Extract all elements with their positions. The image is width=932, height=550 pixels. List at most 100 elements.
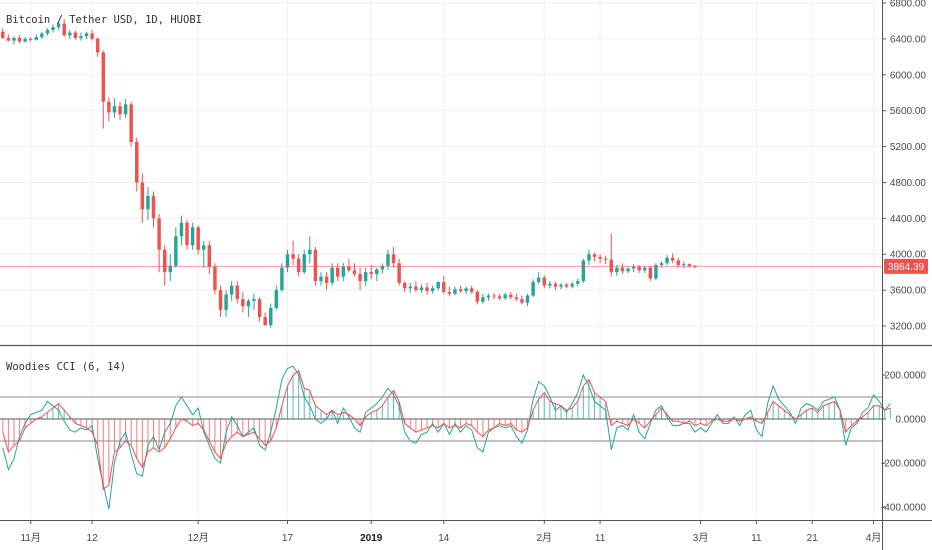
candle [123, 99, 128, 118]
candle-body [341, 266, 346, 277]
candle-body [202, 245, 206, 250]
candle [592, 252, 597, 262]
candle [118, 101, 122, 120]
candle [670, 253, 675, 264]
candle [162, 245, 167, 286]
candle [257, 297, 262, 322]
candle [559, 282, 563, 290]
candle [324, 272, 329, 291]
candle-body [68, 32, 72, 36]
candle [140, 173, 145, 223]
candle-body [447, 291, 452, 294]
candle [174, 227, 178, 268]
candle [414, 281, 418, 292]
candle-body [615, 267, 619, 273]
candle [464, 286, 468, 294]
candle [553, 282, 558, 291]
last-price-badge: 3864.39 [884, 258, 928, 274]
price-tick-label: 5600.00 [890, 106, 927, 117]
candle [218, 285, 223, 318]
candle-body [375, 269, 379, 274]
time-tick-label: 17 [282, 533, 294, 544]
candle [101, 50, 106, 129]
candle-body [514, 297, 519, 300]
candle-body [631, 266, 636, 269]
cci-panel-title[interactable]: Woodies CCI (6, 14) [6, 361, 126, 373]
candle-body [525, 295, 530, 303]
candle-body [548, 283, 552, 286]
candle-body [296, 258, 301, 273]
candle-body [531, 282, 535, 296]
candle-body [469, 288, 474, 292]
candle-body [118, 106, 122, 115]
candle [486, 293, 491, 301]
candle-body [241, 299, 245, 307]
price-chart-title[interactable]: Bitcoin / Tether USD, 1D, HUOBI [6, 14, 202, 26]
cci-tick-label: 0.0000 [895, 415, 926, 426]
time-tick-label: 14 [438, 533, 450, 544]
candle [497, 293, 502, 300]
candle [129, 101, 133, 147]
candle-body [670, 257, 675, 261]
candle [319, 272, 323, 286]
candle [95, 37, 100, 57]
candle-body [643, 267, 647, 271]
candle [185, 220, 189, 250]
candle-body [84, 33, 89, 37]
candle-body [146, 195, 150, 210]
candle [263, 312, 267, 326]
candle [56, 20, 61, 30]
candle-body [481, 297, 485, 302]
candle [626, 266, 630, 274]
candle-body [564, 284, 569, 287]
candle-body [207, 245, 212, 267]
candle-body [436, 282, 440, 289]
candle [531, 279, 535, 298]
candle-body [302, 254, 306, 273]
candle-body [581, 260, 586, 282]
candle [45, 28, 50, 36]
candle-body [213, 266, 217, 291]
candle [62, 19, 66, 38]
price-candles [1, 19, 697, 328]
candle [168, 254, 172, 282]
candle-body [257, 299, 262, 318]
candle-body [620, 267, 625, 272]
candle-body [414, 286, 418, 291]
candle [224, 290, 228, 318]
candle [347, 258, 351, 273]
candle-body [592, 254, 597, 257]
candle-body [235, 285, 239, 300]
candle-body [637, 266, 641, 271]
candle [352, 263, 357, 277]
candle [564, 282, 569, 289]
candle-body [324, 276, 329, 283]
candle-body [185, 222, 189, 246]
candle-body [90, 33, 94, 39]
candle [687, 263, 692, 268]
time-tick-label: 11 [595, 533, 606, 544]
candle [430, 285, 435, 294]
candle [308, 236, 312, 264]
price-tick-label: 6400.00 [890, 34, 927, 45]
candle-body [17, 37, 22, 42]
price-tick-label: 4800.00 [890, 178, 927, 189]
candle-body [497, 296, 502, 299]
candle-body [442, 282, 446, 292]
candle [79, 32, 83, 41]
time-axis-ticks[interactable]: 11月 12 12月 17 2019 14 2月 11 3月 11 21 4月 [21, 520, 882, 544]
candle [363, 267, 368, 286]
candle-body [425, 287, 429, 292]
candle-body [291, 254, 295, 259]
cci-axis-ticks[interactable]: 200.0000 0.0000 -200.0000 -400.0000 [881, 371, 926, 514]
candle-body [1, 31, 5, 38]
candle [84, 31, 89, 39]
price-tick-label: 6800.00 [890, 0, 927, 10]
price-tick-label: 3600.00 [890, 286, 927, 297]
candle-body [676, 260, 680, 265]
candle [570, 282, 574, 289]
candle [6, 34, 11, 42]
price-axis-ticks[interactable]: 3200.00 3600.00 4000.00 4400.00 4800.00 5200.… [882, 0, 926, 333]
candle-body [190, 227, 195, 246]
